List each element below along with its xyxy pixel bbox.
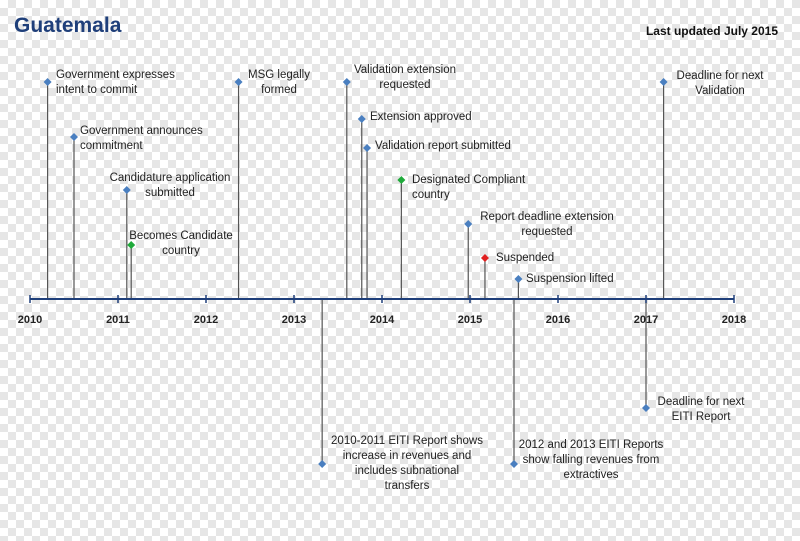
event-marker-blue xyxy=(514,275,523,283)
event-marker-blue xyxy=(342,78,351,86)
event-label: MSG legally formed xyxy=(248,69,310,96)
event-label: Suspended xyxy=(496,252,555,264)
event-marker-blue xyxy=(234,78,243,86)
event-marker-blue xyxy=(43,78,52,86)
event-marker-green xyxy=(397,176,406,184)
event-marker-blue xyxy=(464,220,473,228)
event-label: 2010-2011 EITI Report shows increase in r… xyxy=(331,435,483,492)
year-label: 2017 xyxy=(634,314,658,326)
event-label: Deadline for next Validation xyxy=(676,70,764,97)
event-label: Validation report submitted xyxy=(375,140,511,152)
event-marker-blue xyxy=(510,460,518,468)
event-label: 2012 and 2013 EITI Reports show falling r… xyxy=(518,439,664,481)
event-marker-green xyxy=(127,241,136,249)
event-marker-blue xyxy=(642,404,650,412)
year-label: 2012 xyxy=(194,314,218,326)
year-label: 2013 xyxy=(282,314,306,326)
event-marker-blue xyxy=(357,115,366,123)
event-label: Validation extension requested xyxy=(353,64,457,91)
event-label: Report deadline extension requested xyxy=(480,211,614,238)
event-marker-blue xyxy=(70,133,78,141)
event-marker-blue xyxy=(363,144,372,152)
event-label: Extension approved xyxy=(370,111,472,123)
event-marker-blue xyxy=(659,78,668,86)
event-marker-blue xyxy=(122,186,131,194)
event-marker-blue xyxy=(318,460,327,468)
year-label: 2018 xyxy=(722,314,746,326)
event-label: Suspension lifted xyxy=(526,273,614,285)
year-label: 2014 xyxy=(370,314,395,326)
last-updated-note: Last updated July 2015 xyxy=(645,24,778,38)
year-label: 2015 xyxy=(458,314,482,326)
event-label: Candidature application submitted xyxy=(109,172,231,199)
event-label: Becomes Candidate country xyxy=(129,230,233,257)
event-label: Government expresses intent to commit xyxy=(56,69,175,96)
event-marker-red xyxy=(480,254,489,262)
event-label: Designated Compliant country xyxy=(412,174,526,201)
year-label: 2010 xyxy=(18,314,42,326)
event-label: Deadline for next EITI Report xyxy=(657,396,745,423)
year-label: 2016 xyxy=(546,314,570,326)
page-title: Guatemala xyxy=(14,14,122,37)
event-label: Government announces commitment xyxy=(80,125,203,152)
year-label: 2011 xyxy=(106,314,130,326)
